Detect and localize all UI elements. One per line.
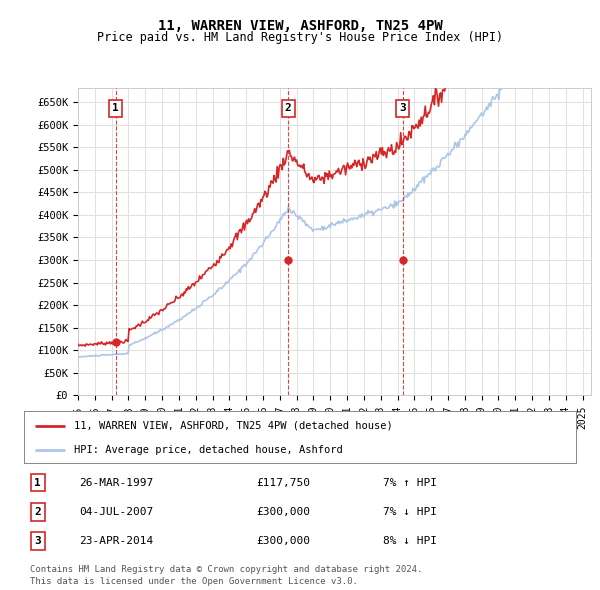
Text: 3: 3 [34, 536, 41, 546]
Text: 26-MAR-1997: 26-MAR-1997 [79, 477, 154, 487]
Text: 1: 1 [112, 103, 119, 113]
Text: £300,000: £300,000 [256, 536, 310, 546]
Text: HPI: Average price, detached house, Ashford: HPI: Average price, detached house, Ashf… [74, 445, 343, 455]
Text: 8% ↓ HPI: 8% ↓ HPI [383, 536, 437, 546]
Text: 23-APR-2014: 23-APR-2014 [79, 536, 154, 546]
Text: 04-JUL-2007: 04-JUL-2007 [79, 507, 154, 517]
Text: 7% ↑ HPI: 7% ↑ HPI [383, 477, 437, 487]
Text: 11, WARREN VIEW, ASHFORD, TN25 4PW: 11, WARREN VIEW, ASHFORD, TN25 4PW [158, 19, 442, 33]
Text: 11, WARREN VIEW, ASHFORD, TN25 4PW (detached house): 11, WARREN VIEW, ASHFORD, TN25 4PW (deta… [74, 421, 392, 431]
Text: 2: 2 [34, 507, 41, 517]
Text: £117,750: £117,750 [256, 477, 310, 487]
Text: 3: 3 [400, 103, 406, 113]
Text: £300,000: £300,000 [256, 507, 310, 517]
Text: Price paid vs. HM Land Registry's House Price Index (HPI): Price paid vs. HM Land Registry's House … [97, 31, 503, 44]
Text: This data is licensed under the Open Government Licence v3.0.: This data is licensed under the Open Gov… [30, 577, 358, 586]
Text: 7% ↓ HPI: 7% ↓ HPI [383, 507, 437, 517]
Text: 1: 1 [34, 477, 41, 487]
Text: 2: 2 [285, 103, 292, 113]
Text: Contains HM Land Registry data © Crown copyright and database right 2024.: Contains HM Land Registry data © Crown c… [30, 565, 422, 574]
